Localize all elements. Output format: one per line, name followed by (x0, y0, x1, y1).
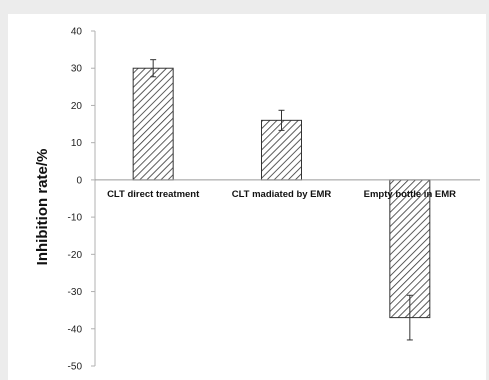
error-bar (406, 294, 413, 341)
category-label: Empty bottle in EMR (364, 189, 457, 200)
y-tick-label: -50 (68, 362, 83, 373)
category-label: CLT madiated by EMR (232, 189, 332, 200)
error-bars (150, 59, 413, 341)
category-labels: CLT direct treatment CLT madiated by EMR E… (107, 189, 456, 200)
y-tick-label: -40 (68, 324, 83, 335)
y-tick-label: 30 (71, 64, 83, 75)
y-axis-label: Inhibition rate/% (34, 149, 51, 266)
error-bar (150, 59, 157, 78)
y-tick-label: -20 (68, 250, 83, 261)
y-tick-label: 40 (71, 27, 83, 38)
y-tick-label: 20 (71, 101, 83, 112)
y-tick-label: -10 (68, 213, 83, 224)
category-label: CLT direct treatment (107, 189, 200, 200)
y-axis-ticks: 40 30 20 10 0 -10 -20 -30 -40 -50 (68, 27, 95, 373)
y-tick-label: -30 (68, 287, 83, 298)
y-tick-label: 10 (71, 138, 83, 149)
bar (132, 67, 174, 181)
bar-chart: Inhibition rate/% 40 30 20 10 0 -10 -20 -30 -40 -… (34, 27, 480, 373)
y-tick-label: 0 (76, 175, 82, 186)
chart-frame: Inhibition rate/% 40 30 20 10 0 -10 -20 -30 -40 -… (8, 14, 486, 380)
error-bar (278, 109, 285, 131)
